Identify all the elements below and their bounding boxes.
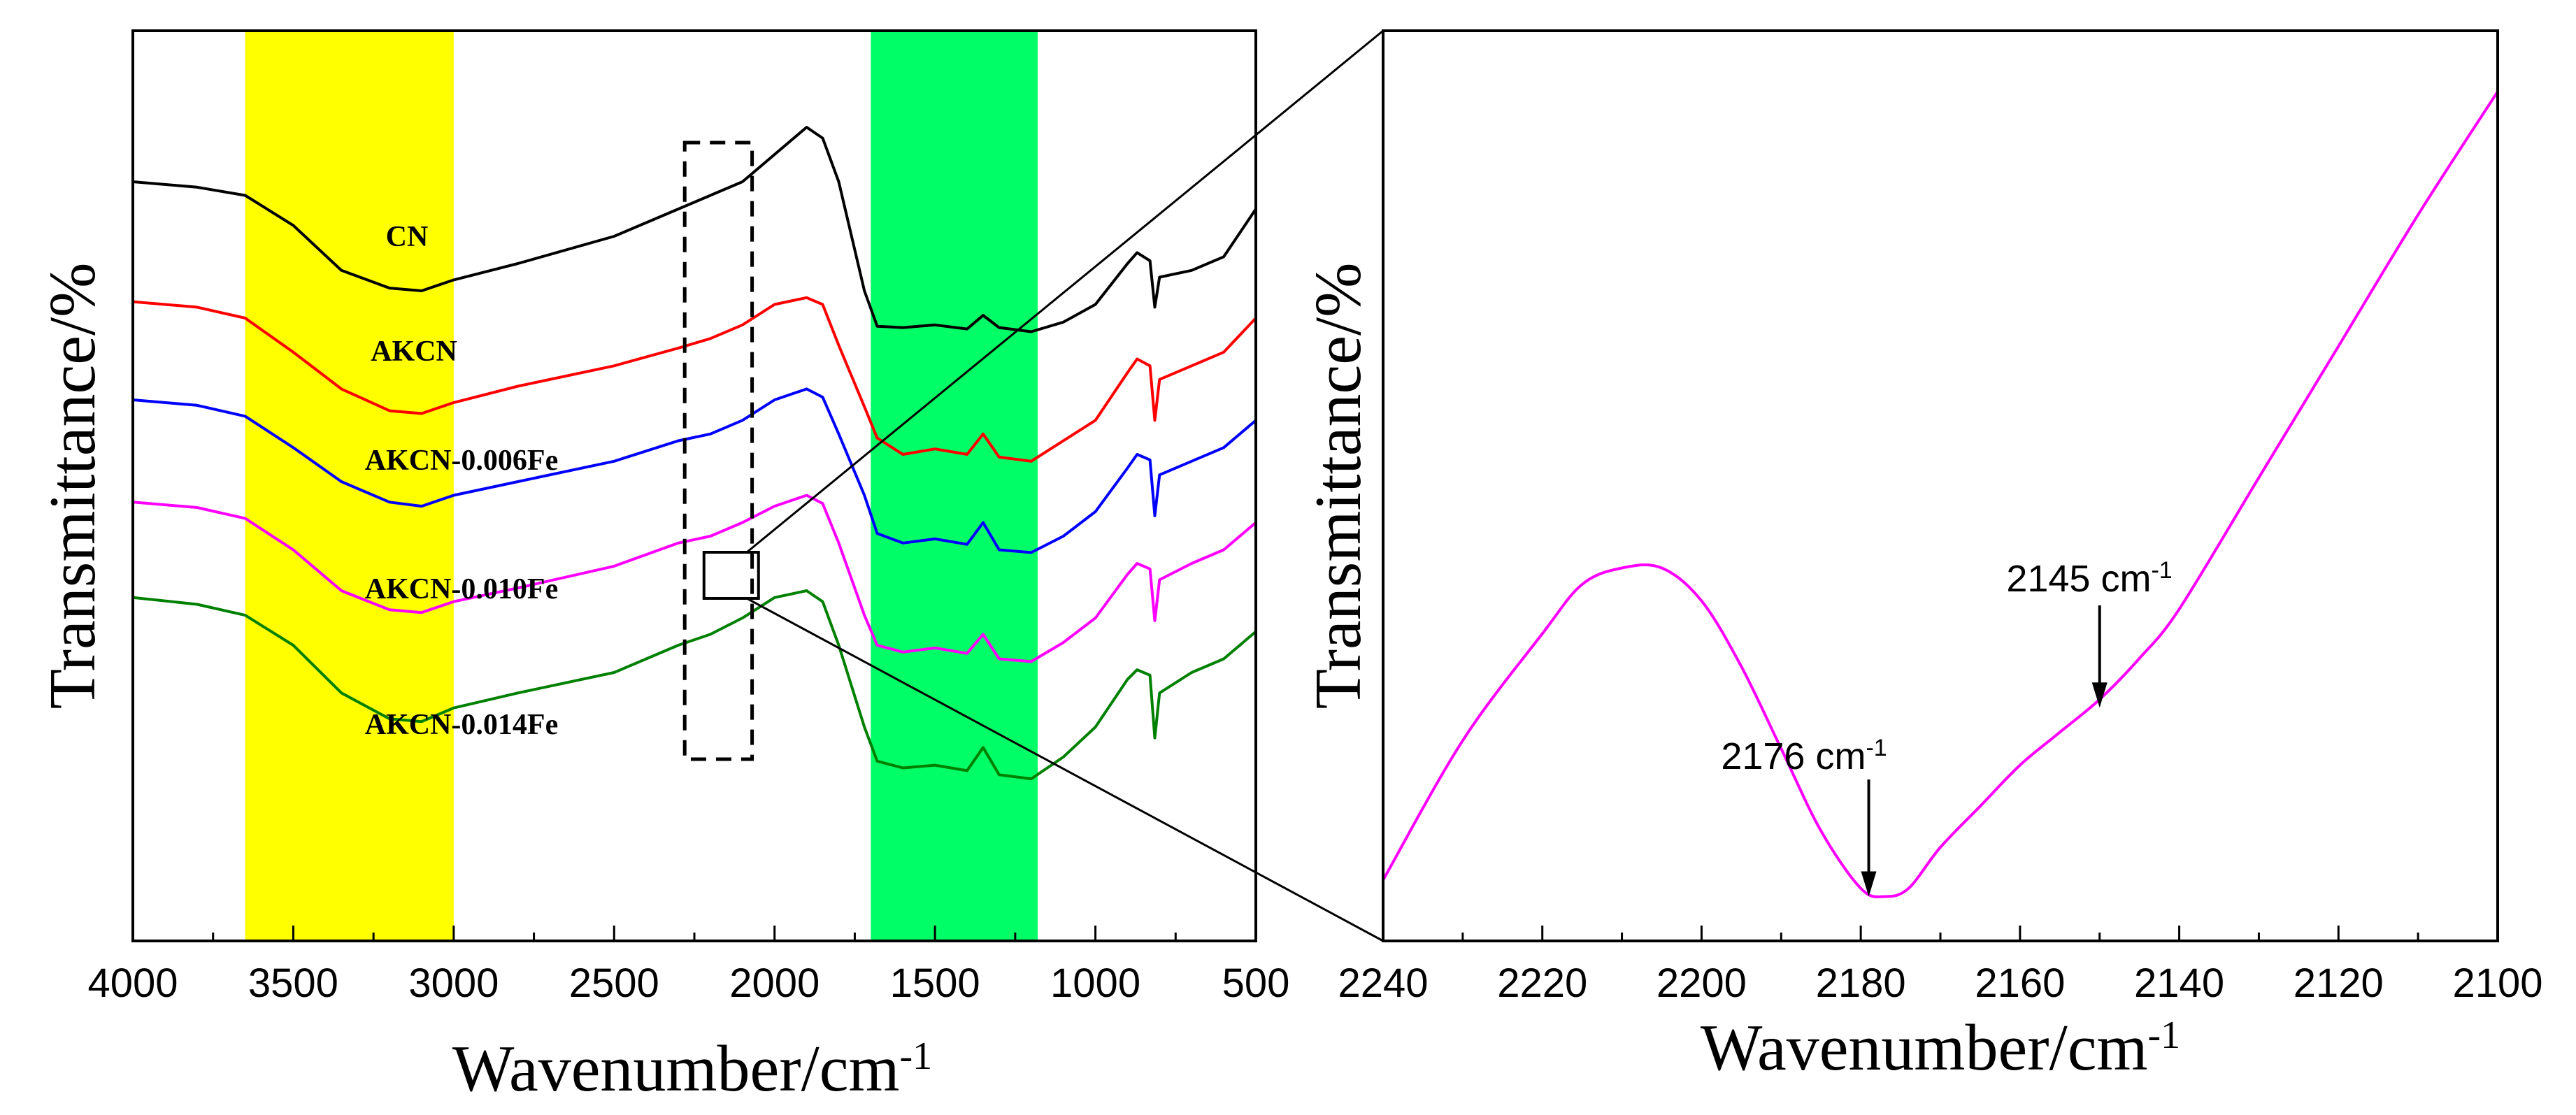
right-x-tick-label-3: 2180 [1816, 961, 1906, 1006]
annotation-2145: 2145 cm-1 [2006, 557, 2173, 708]
left-x-tick-label-2: 3000 [408, 961, 499, 1006]
left-chart: CN AKCN AKCN-0.006Fe AKCN-0.010Fe AKCN-0… [36, 29, 1289, 1105]
left-x-tick-label-4: 2000 [729, 961, 820, 1006]
right-x-axis-title-main: Wavenumber/cm [1701, 1012, 2148, 1084]
left-x-tick-label-0: 4000 [87, 961, 178, 1006]
series-label-akcn: AKCN [371, 336, 457, 368]
right-x-tick-label-5: 2140 [2134, 961, 2224, 1006]
dashed-region-box [682, 141, 754, 761]
left-y-axis-title: Transmittance/% [36, 263, 109, 710]
right-plot-frame [1382, 29, 2499, 942]
annotation-2176: 2176 cm-1 [1721, 735, 1887, 897]
zoom-region-box [702, 551, 760, 600]
right-x-ticks: 2240 2220 2200 2180 2160 2140 2120 2100 [1338, 926, 2543, 1006]
annotation-2176-arrowhead [1861, 871, 1877, 897]
series-line-4 [132, 589, 1257, 781]
right-x-tick-label-2: 2200 [1656, 961, 1747, 1006]
zoom-connector-bottom [746, 597, 1384, 942]
annotation-2176-sup: -1 [1866, 735, 1887, 761]
zoom-series-line-0 [1382, 90, 2499, 898]
left-x-axis-title: Wavenumber/cm-1 [452, 1033, 932, 1105]
right-x-tick-label-0: 2240 [1338, 961, 1428, 1006]
annotation-2145-sup: -1 [2151, 557, 2172, 584]
zoom-connector-top [746, 29, 1384, 554]
annotation-2176-text: 2176 cm [1721, 735, 1866, 777]
series-label-akcn-0014fe: AKCN-0.014Fe [365, 709, 558, 741]
left-x-tick-label-1: 3500 [248, 961, 338, 1006]
left-x-tick-label-5: 1500 [890, 961, 980, 1006]
right-x-tick-label-6: 2120 [2294, 961, 2384, 1006]
green-band [871, 31, 1038, 941]
left-x-ticks: 4000 3500 3000 2500 2000 1500 1000 500 [87, 926, 1289, 1006]
series-line-2 [132, 387, 1257, 554]
series-line-1 [132, 296, 1257, 463]
right-y-axis-title: Transmittance/% [1302, 263, 1375, 710]
right-x-tick-label-1: 2220 [1497, 961, 1587, 1006]
series-label-akcn-0006fe: AKCN-0.006Fe [365, 445, 558, 477]
annotation-2145-text: 2145 cm [2006, 558, 2151, 600]
left-series-group [132, 126, 1257, 781]
right-x-tick-label-7: 2100 [2452, 961, 2542, 1006]
series-line-3 [132, 494, 1257, 663]
right-x-axis-title-sup: -1 [2148, 1014, 2181, 1057]
series-line-0 [132, 126, 1257, 333]
left-x-axis-title-sup: -1 [900, 1035, 933, 1078]
annotation-2176-label: 2176 cm-1 [1721, 735, 1887, 777]
annotation-2145-label: 2145 cm-1 [2006, 557, 2172, 600]
series-label-cn: CN [386, 221, 429, 253]
right-chart: 2176 cm-1 2145 cm-1 2240 2220 2200 2180 2160… [1302, 29, 2543, 1084]
right-series-group [1382, 90, 2499, 898]
annotation-2145-arrowhead [2091, 682, 2108, 708]
left-x-tick-label-6: 1000 [1050, 961, 1140, 1006]
series-label-akcn-0010fe: AKCN-0.010Fe [365, 573, 558, 605]
left-x-axis-title-main: Wavenumber/cm [452, 1033, 900, 1105]
right-x-tick-label-4: 2160 [1975, 961, 2065, 1006]
left-x-tick-label-3: 2500 [569, 961, 659, 1006]
left-x-tick-label-7: 500 [1222, 961, 1290, 1006]
right-x-axis-title: Wavenumber/cm-1 [1701, 1012, 2180, 1084]
